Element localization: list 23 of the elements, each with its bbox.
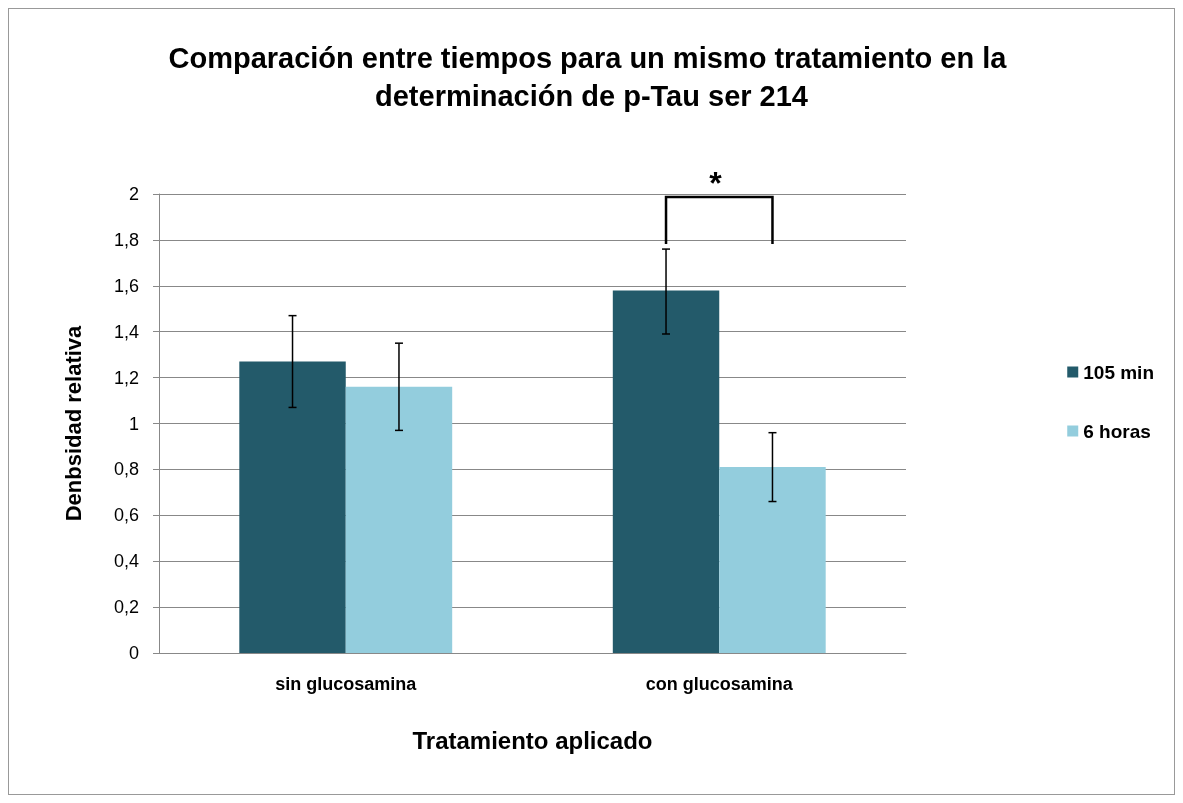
y-tick-label: 0,8	[113, 459, 139, 480]
y-tick-label: 1,4	[113, 321, 139, 342]
bar	[345, 386, 453, 653]
y-tick-label: 0,2	[113, 597, 139, 618]
y-tick-label: 0,6	[113, 505, 139, 526]
chart-title: Comparación entre tiempos para un mismo tratamiento en la determinación de p-Tau ser 214	[168, 42, 1015, 112]
y-tick-label: 1	[128, 413, 139, 434]
y-tick-label: 1,6	[113, 275, 139, 296]
y-tick-label: 1,2	[113, 367, 139, 388]
bar	[239, 361, 346, 653]
y-tick-label: 1,8	[113, 229, 139, 250]
y-tick-label: 2	[128, 184, 139, 204]
bar	[612, 290, 720, 653]
x-axis-title: Tratamiento aplicado	[412, 726, 653, 754]
x-tick-label: con glucosamina	[645, 674, 794, 694]
legend-label: 105 min	[1083, 361, 1155, 383]
legend-label: 6 horas	[1083, 420, 1151, 442]
y-tick-label: 0	[128, 643, 139, 663]
x-tick-label: sin glucosamina	[275, 674, 418, 694]
y-tick-label: 0,4	[113, 551, 139, 572]
y-axis-title: Denbsidad relativa	[60, 324, 86, 522]
annotation: *	[709, 165, 723, 202]
bar	[719, 467, 826, 653]
